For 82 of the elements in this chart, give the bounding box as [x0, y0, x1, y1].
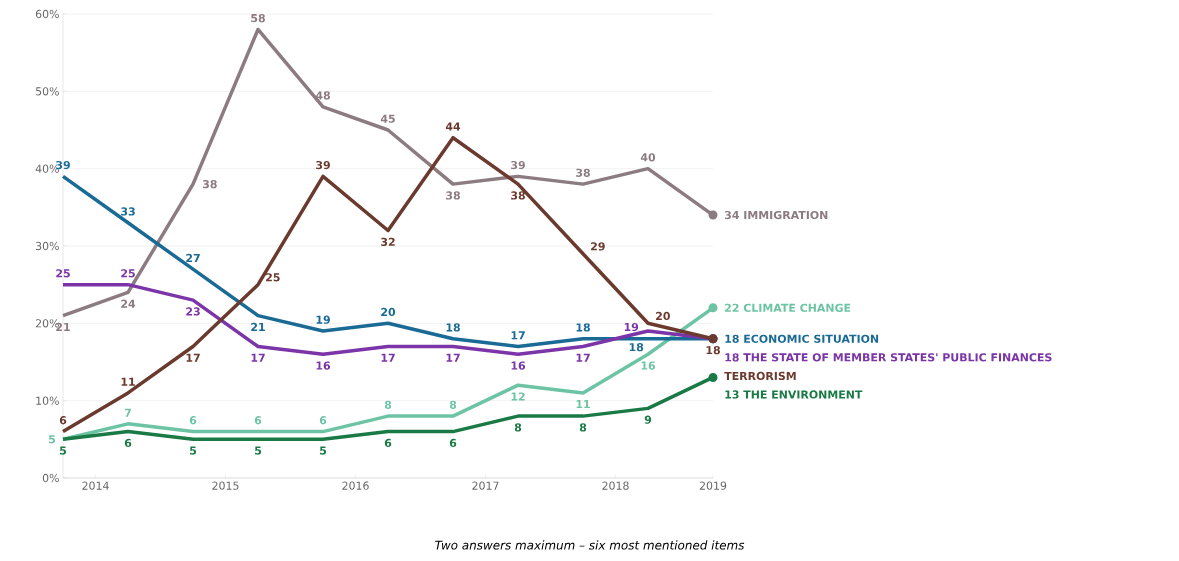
- data-label: 5: [255, 446, 262, 455]
- data-label: 12: [511, 392, 525, 401]
- data-label: 7: [124, 408, 131, 417]
- data-label: 21: [251, 322, 265, 331]
- data-label: 11: [576, 400, 590, 409]
- x-tick-label: 2019: [699, 481, 727, 490]
- text: CLIMATE CHANGE: [743, 303, 851, 312]
- data-label: 6: [189, 416, 197, 425]
- data-label: 8: [579, 423, 587, 432]
- data-label: 5: [190, 446, 197, 455]
- text: TERRORISM: [724, 371, 796, 381]
- text: ECONOMIC SITUATION: [744, 334, 879, 343]
- x-tick-label: 2018: [602, 481, 629, 490]
- data-label: 13: [725, 390, 739, 399]
- x-tick-label: 2017: [472, 481, 499, 490]
- data-label: 18: [706, 345, 720, 355]
- data-label: 8: [514, 423, 522, 432]
- data-label: 17: [511, 331, 525, 340]
- data-label: 25: [56, 269, 70, 278]
- data-label: 18: [576, 323, 590, 332]
- y-tick-label: 50%: [35, 87, 59, 96]
- data-label: 16: [641, 361, 656, 370]
- data-label: 38: [446, 191, 460, 200]
- x-tick-label: 2015: [212, 481, 239, 490]
- data-label: 18: [725, 353, 739, 362]
- data-label: 38: [511, 191, 525, 200]
- y-tick-label: 30%: [35, 241, 59, 251]
- data-label: 16: [316, 361, 331, 370]
- data-label: 6: [449, 438, 457, 448]
- data-label: 48: [315, 91, 330, 100]
- data-label: 33: [121, 207, 135, 216]
- data-label: 8: [384, 400, 392, 409]
- text: Two answers maximum – six most mentioned items: [435, 540, 745, 550]
- data-label: 5: [320, 446, 327, 455]
- data-label: 38: [202, 179, 217, 189]
- data-label: 25: [121, 269, 135, 278]
- data-label: 16: [511, 361, 526, 370]
- data-label: 24: [121, 299, 136, 308]
- data-label: 11: [121, 377, 135, 386]
- data-label: 17: [576, 353, 590, 362]
- data-label: 5: [49, 435, 56, 444]
- data-label: 18: [725, 334, 739, 343]
- data-label: 6: [384, 438, 392, 448]
- data-label: 17: [186, 353, 200, 362]
- data-label: 17: [446, 353, 460, 362]
- data-label: 32: [381, 237, 395, 247]
- data-label: 39: [511, 160, 525, 170]
- data-label: 40: [640, 153, 656, 162]
- data-label: 18: [629, 342, 644, 352]
- data-label: 8: [449, 400, 457, 409]
- data-label: 44: [445, 122, 461, 131]
- data-label: 25: [266, 273, 280, 282]
- data-label: 9: [644, 415, 652, 424]
- text: THE STATE OF MEMBER STATES' PUBLIC FINANCES: [743, 353, 1052, 362]
- y-tick-label: 60%: [35, 9, 59, 19]
- data-label: 5: [60, 446, 67, 455]
- data-label: 6: [124, 438, 132, 448]
- data-label: 39: [316, 160, 330, 170]
- data-label: 18: [446, 323, 460, 332]
- x-tick-label: 2014: [82, 481, 109, 490]
- data-label: 6: [254, 416, 262, 425]
- data-label: 20: [381, 307, 396, 317]
- data-label: 27: [186, 253, 200, 262]
- data-label: 20: [656, 311, 670, 321]
- data-label: 23: [186, 307, 200, 316]
- data-label: 17: [381, 353, 395, 362]
- data-label: 6: [319, 416, 327, 425]
- data-label: 34: [724, 210, 739, 220]
- data-label: 45: [380, 114, 395, 123]
- data-label: 6: [59, 416, 67, 425]
- data-label: 17: [251, 353, 265, 362]
- x-tick-label: 2016: [342, 481, 369, 490]
- text: IMMIGRATION: [744, 210, 828, 220]
- data-label: 19: [624, 322, 639, 332]
- data-label: 58: [251, 13, 265, 23]
- y-tick-label: 0%: [42, 473, 59, 483]
- data-label: 22: [725, 303, 739, 312]
- data-label: 38: [576, 168, 590, 177]
- data-label: 19: [316, 315, 330, 324]
- y-tick-label: 10%: [36, 396, 59, 405]
- text: THE ENVIRONMENT: [743, 390, 863, 399]
- data-label: 29: [591, 242, 605, 251]
